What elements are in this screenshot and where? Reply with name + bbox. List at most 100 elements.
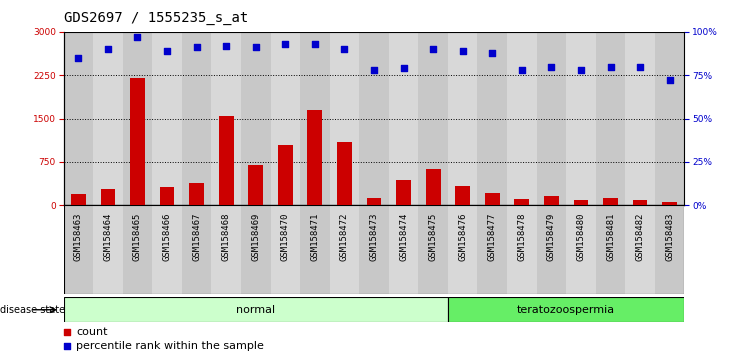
Bar (477, 205, 507, 294)
Point (309, 41, 321, 47)
Point (338, 46, 350, 52)
Bar (507, 32, 536, 205)
Bar (64, 32, 94, 205)
Text: GSM158469: GSM158469 (251, 212, 260, 261)
Bar (595, 32, 625, 205)
Bar (448, 32, 477, 205)
Bar (64, 205, 94, 294)
Bar (337, 142, 352, 205)
Bar (566, 32, 595, 205)
Bar (212, 32, 241, 205)
Point (398, 65, 410, 71)
Text: normal: normal (236, 305, 275, 315)
Text: GSM158478: GSM158478 (518, 212, 527, 261)
Bar (507, 205, 536, 294)
Bar (477, 32, 507, 205)
Bar (662, 202, 677, 205)
Bar (241, 32, 271, 205)
Bar (536, 32, 566, 205)
Bar (123, 205, 153, 294)
Bar (218, 116, 233, 205)
Text: GSM158475: GSM158475 (429, 212, 438, 261)
Point (575, 67, 587, 73)
Bar (241, 205, 271, 294)
Bar (307, 110, 322, 205)
Point (241, 166, 253, 172)
Point (663, 78, 675, 83)
Point (457, 48, 469, 54)
Text: GSM158474: GSM158474 (399, 212, 408, 261)
Point (132, 34, 144, 40)
Text: teratozoospermia: teratozoospermia (517, 305, 615, 315)
Text: disease state: disease state (0, 305, 65, 315)
Text: GSM158466: GSM158466 (162, 212, 171, 261)
Text: GSM158476: GSM158476 (459, 212, 468, 261)
Bar (536, 205, 566, 294)
Bar (130, 78, 145, 205)
Bar (153, 205, 182, 294)
Bar (64, 297, 448, 322)
Point (102, 46, 114, 52)
Bar (94, 32, 123, 205)
Bar (456, 186, 470, 205)
Bar (330, 32, 359, 205)
Bar (94, 205, 123, 294)
Bar (367, 198, 381, 205)
Point (161, 48, 173, 54)
Text: GSM158467: GSM158467 (192, 212, 201, 261)
Bar (485, 193, 500, 205)
Text: percentile rank within the sample: percentile rank within the sample (76, 341, 264, 350)
Point (486, 50, 498, 56)
Bar (189, 183, 204, 205)
Bar (633, 200, 648, 205)
Point (250, 45, 262, 50)
Bar (625, 205, 654, 294)
Bar (123, 32, 153, 205)
Text: GDS2697 / 1555235_s_at: GDS2697 / 1555235_s_at (64, 11, 248, 25)
Text: GSM158482: GSM158482 (636, 212, 645, 261)
Point (634, 64, 646, 69)
Bar (574, 200, 589, 205)
Bar (389, 32, 418, 205)
Bar (182, 205, 212, 294)
Point (73, 55, 85, 61)
Bar (448, 205, 477, 294)
Bar (418, 32, 448, 205)
Text: GSM158463: GSM158463 (74, 212, 83, 261)
Point (220, 43, 232, 48)
Bar (278, 144, 292, 205)
Bar (359, 205, 389, 294)
Bar (359, 32, 389, 205)
Point (241, 290, 253, 296)
Bar (271, 205, 300, 294)
Bar (271, 32, 300, 205)
Bar (654, 205, 684, 294)
Point (545, 64, 557, 69)
Text: GSM158465: GSM158465 (133, 212, 142, 261)
Text: GSM158480: GSM158480 (577, 212, 586, 261)
Bar (544, 196, 559, 205)
Text: GSM158471: GSM158471 (310, 212, 319, 261)
Bar (300, 32, 330, 205)
Bar (389, 205, 418, 294)
Text: count: count (76, 327, 108, 337)
Text: GSM158483: GSM158483 (665, 212, 674, 261)
Text: GSM158479: GSM158479 (547, 212, 556, 261)
Point (368, 67, 380, 73)
Bar (603, 198, 618, 205)
Point (427, 46, 439, 52)
Text: GSM158473: GSM158473 (370, 212, 378, 261)
Bar (396, 181, 411, 205)
Point (516, 67, 528, 73)
Bar (71, 194, 86, 205)
Point (191, 45, 203, 50)
Bar (212, 205, 241, 294)
Bar (248, 165, 263, 205)
Bar (153, 32, 182, 205)
Point (604, 64, 616, 69)
Bar (159, 187, 174, 205)
Point (279, 41, 291, 47)
Bar (625, 32, 654, 205)
Text: GSM158481: GSM158481 (606, 212, 615, 261)
Text: GSM158468: GSM158468 (221, 212, 230, 261)
